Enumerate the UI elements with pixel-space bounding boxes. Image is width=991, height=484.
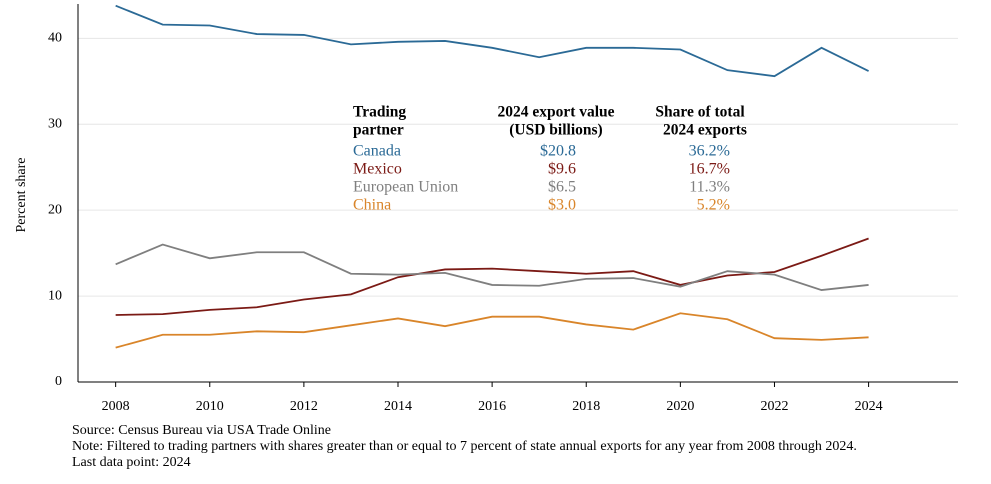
x-tick-label: 2010 [196,399,224,414]
table-header: Trading [353,104,406,121]
series-line [115,237,869,316]
series-line [115,4,869,78]
table-header: (USD billions) [509,122,602,139]
table-cell: 36.2% [689,143,730,160]
x-tick-label: 2012 [290,399,318,414]
y-axis-label: Percent share [14,157,29,232]
x-tick-label: 2018 [572,399,600,414]
table-cell: European Union [353,179,458,196]
series-line [115,312,869,349]
series-line [115,243,869,291]
y-tick-label: 40 [48,31,62,46]
footnote: Source: Census Bureau via USA Trade Onli… [72,423,331,438]
table-cell: 16.7% [689,161,730,178]
y-tick-label: 10 [48,288,62,303]
table-cell: $20.8 [540,143,576,160]
x-tick-label: 2022 [760,399,788,414]
table-header: 2024 exports [663,122,747,139]
x-tick-label: 2020 [666,399,694,414]
table-cell: 5.2% [697,197,730,214]
table-cell: China [353,197,391,214]
footnote: Note: Filtered to trading partners with … [72,439,857,454]
x-tick-label: 2008 [102,399,130,414]
x-tick-label: 2016 [478,399,506,414]
table-cell: $3.0 [548,197,576,214]
x-tick-label: 2014 [384,399,412,414]
table-header: partner [353,122,404,139]
footnote: Last data point: 2024 [72,455,191,470]
y-tick-label: 20 [48,202,62,217]
table-cell: Canada [353,143,401,160]
table-cell: 11.3% [689,179,730,196]
y-tick-label: 0 [55,374,62,389]
table-cell: Mexico [353,161,402,178]
table-header: 2024 export value [497,104,614,121]
y-tick-label: 30 [48,116,62,131]
table-cell: $9.6 [548,161,576,178]
table-cell: $6.5 [548,179,576,196]
x-tick-label: 2024 [855,399,883,414]
table-header: Share of total [655,104,745,121]
